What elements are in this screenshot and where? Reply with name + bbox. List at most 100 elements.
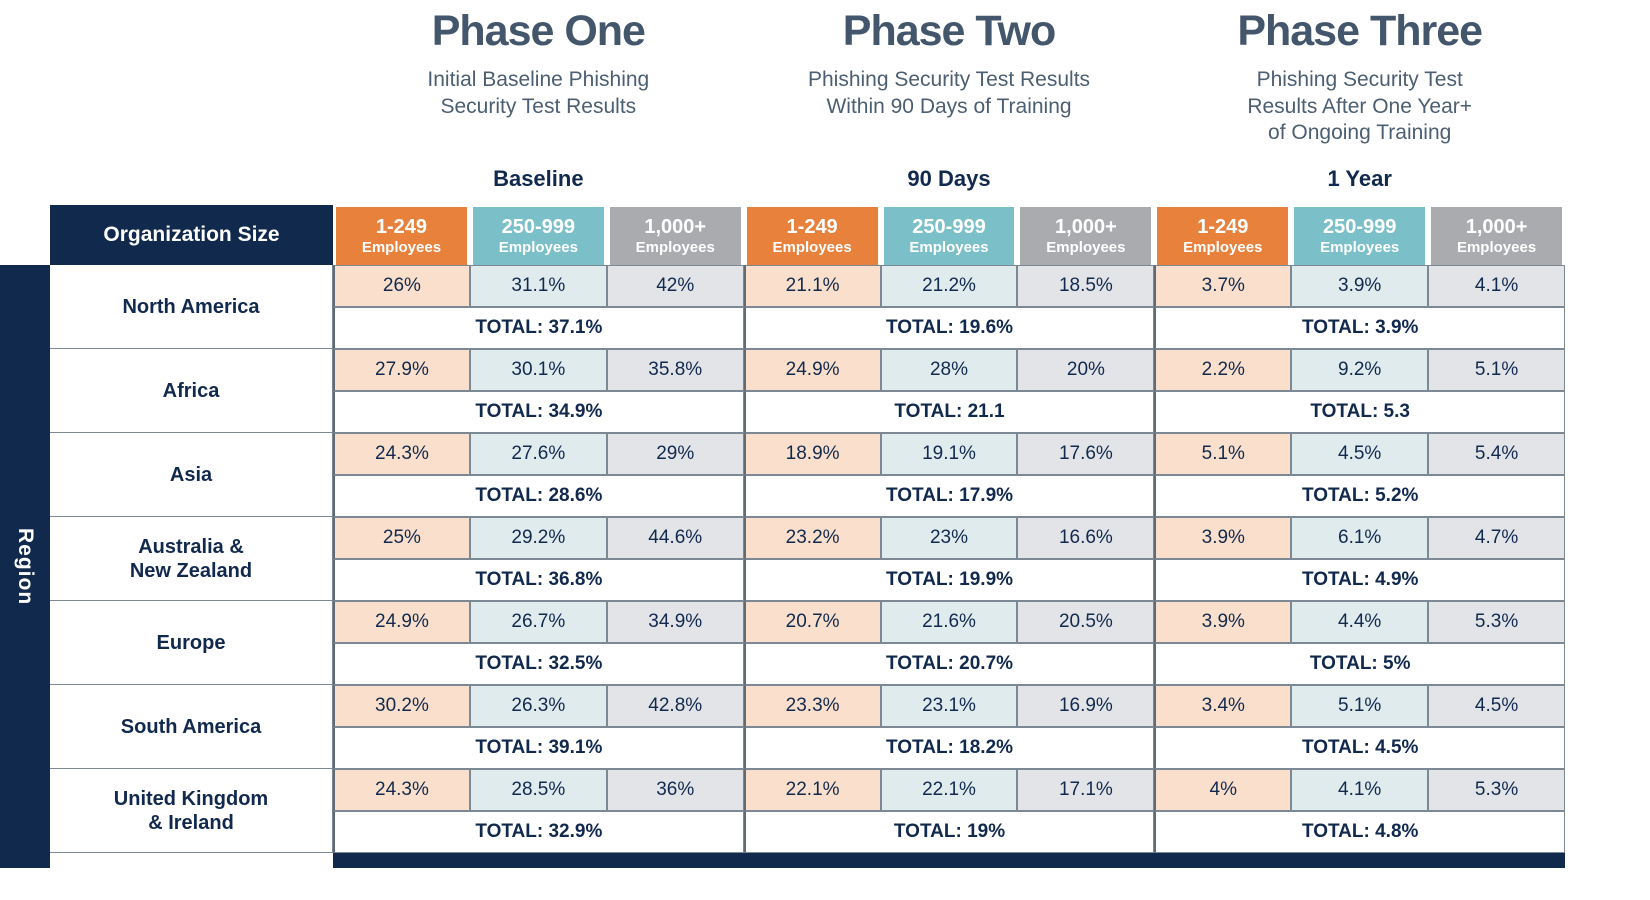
value-cell: 30.2% (333, 685, 470, 727)
value-cell: 5.3% (1428, 601, 1566, 643)
value-cell: 3.9% (1154, 517, 1292, 559)
value-cell: 3.7% (1154, 265, 1292, 307)
total-cell: TOTAL: 17.9% (743, 475, 1155, 517)
region-axis: Region (0, 265, 50, 868)
value-cell: 24.3% (333, 433, 470, 475)
total-cell: TOTAL: 32.5% (333, 643, 744, 685)
benchmark-table: Region Organization Size 1-249 Employees 2… (0, 205, 1566, 868)
value-cell: 3.9% (1291, 265, 1429, 307)
employee-header: 250-999 Employees (880, 205, 1018, 265)
employee-range-label: 250-999 (1322, 215, 1397, 238)
value-cell: 3.9% (1154, 601, 1292, 643)
value-cell: 25% (333, 517, 470, 559)
value-cell: 18.5% (1017, 265, 1155, 307)
phase-three-header: Phase Three Phishing Security Test Resul… (1154, 7, 1565, 146)
value-cell: 44.6% (606, 517, 744, 559)
value-cell: 17.6% (1017, 433, 1155, 475)
value-cell: 16.9% (1017, 685, 1155, 727)
value-cell: 23.3% (743, 685, 881, 727)
employee-word-label: Employees (635, 238, 715, 256)
total-cell: TOTAL: 5% (1154, 643, 1566, 685)
employee-header: 1-249 Employees (743, 205, 881, 265)
value-cell: 5.1% (1291, 685, 1429, 727)
employee-word-label: Employees (1046, 238, 1126, 256)
employee-header: 1-249 Employees (333, 205, 470, 265)
value-cell: 42% (606, 265, 744, 307)
employee-word-label: Employees (772, 238, 852, 256)
employee-header: 250-999 Employees (469, 205, 607, 265)
value-cell: 22.1% (743, 769, 881, 811)
group-label-1-year: 1 Year (1327, 166, 1392, 191)
value-cell: 5.4% (1428, 433, 1566, 475)
value-cell: 5.1% (1154, 433, 1292, 475)
total-cell: TOTAL: 19.9% (743, 559, 1155, 601)
total-cell: TOTAL: 4.5% (1154, 727, 1566, 769)
phase-one-subtitle: Initial Baseline Phishing Security Test … (427, 68, 650, 118)
value-cell: 29.2% (469, 517, 607, 559)
employee-word-label: Employees (1456, 238, 1537, 256)
value-cell: 24.9% (743, 349, 881, 391)
region-label: United Kingdom & Ireland (50, 769, 333, 853)
value-cell: 36% (606, 769, 744, 811)
employee-range-label: 1,000+ (1465, 215, 1528, 238)
total-cell: TOTAL: 34.9% (333, 391, 744, 433)
value-cell: 20% (1017, 349, 1155, 391)
employee-header: 1,000+ Employees (1428, 205, 1566, 265)
total-cell: TOTAL: 4.9% (1154, 559, 1566, 601)
value-cell: 9.2% (1291, 349, 1429, 391)
phase-three-title: Phase Three (1237, 7, 1483, 55)
total-cell: TOTAL: 28.6% (333, 475, 744, 517)
value-cell: 17.1% (1017, 769, 1155, 811)
employee-range-label: 1-249 (1197, 215, 1249, 238)
org-size-header: Organization Size (50, 205, 333, 265)
table-bottom-bar (333, 853, 1566, 868)
value-cell: 5.1% (1428, 349, 1566, 391)
employee-word-label: Employees (909, 238, 989, 256)
value-cell: 4.1% (1291, 769, 1429, 811)
region-label: Asia (50, 433, 333, 517)
employee-header: 1-249 Employees (1154, 205, 1292, 265)
employee-word-label: Employees (498, 238, 578, 256)
value-cell: 27.9% (333, 349, 470, 391)
value-cell: 19.1% (880, 433, 1018, 475)
value-cell: 4.1% (1428, 265, 1566, 307)
value-cell: 26.3% (469, 685, 607, 727)
total-cell: TOTAL: 21.1 (743, 391, 1155, 433)
group-label-baseline: Baseline (493, 166, 584, 191)
value-cell: 23.1% (880, 685, 1018, 727)
value-cell: 42.8% (606, 685, 744, 727)
employee-range-label: 1,000+ (644, 215, 707, 238)
value-cell: 24.9% (333, 601, 470, 643)
total-cell: TOTAL: 5.3 (1154, 391, 1566, 433)
value-cell: 2.2% (1154, 349, 1292, 391)
phase-one-title: Phase One (431, 7, 646, 55)
total-cell: TOTAL: 39.1% (333, 727, 744, 769)
value-cell: 3.4% (1154, 685, 1292, 727)
value-cell: 21.2% (880, 265, 1018, 307)
region-label: Australia & New Zealand (50, 517, 333, 601)
value-cell: 4.4% (1291, 601, 1429, 643)
value-cell: 28.5% (469, 769, 607, 811)
total-cell: TOTAL: 37.1% (333, 307, 744, 349)
value-cell: 26% (333, 265, 470, 307)
employee-range-label: 250-999 (501, 215, 576, 238)
value-cell: 4.5% (1428, 685, 1566, 727)
employee-range-label: 1,000+ (1055, 215, 1117, 238)
phase-two-subtitle: Phishing Security Test Results Within 90… (807, 68, 1091, 118)
region-axis-label: Region (14, 527, 37, 606)
employee-header: 1,000+ Employees (606, 205, 744, 265)
value-cell: 34.9% (606, 601, 744, 643)
total-cell: TOTAL: 3.9% (1154, 307, 1566, 349)
total-cell: TOTAL: 32.9% (333, 811, 744, 853)
employee-range-label: 250-999 (912, 215, 986, 238)
phase-three-subtitle: Phishing Security Test Results After One… (1247, 68, 1473, 144)
value-cell: 29% (606, 433, 744, 475)
total-cell: TOTAL: 20.7% (743, 643, 1155, 685)
employee-header: 250-999 Employees (1291, 205, 1429, 265)
value-cell: 28% (880, 349, 1018, 391)
value-cell: 4.7% (1428, 517, 1566, 559)
total-cell: TOTAL: 36.8% (333, 559, 744, 601)
employee-range-label: 1-249 (375, 215, 428, 238)
group-label-90-days: 90 Days (907, 166, 991, 191)
value-cell: 21.6% (880, 601, 1018, 643)
